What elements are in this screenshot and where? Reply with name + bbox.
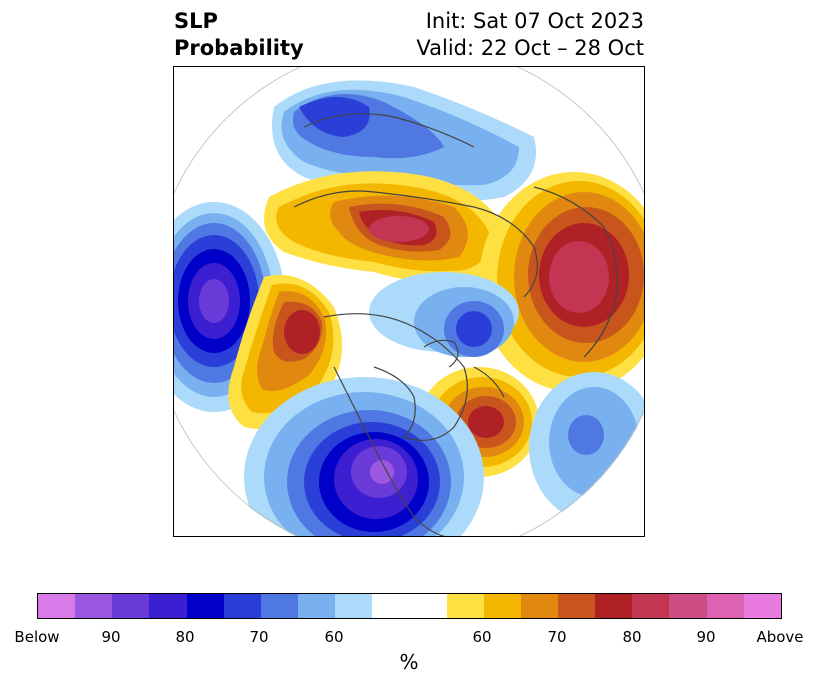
colorbar-segment (669, 594, 707, 618)
colorbar-tick-label: 90 (696, 628, 716, 646)
colorbar-segment (335, 594, 373, 618)
blue-anomaly-north-america (244, 377, 484, 536)
colorbar-segment (743, 594, 781, 618)
blue-anomaly-canada-arctic (369, 272, 519, 357)
init-date: Init: Sat 07 Oct 2023 (425, 9, 644, 33)
colorbar-tick-label: 90 (101, 628, 121, 646)
colorbar-segment (483, 594, 521, 618)
valid-range: Valid: 22 Oct – 28 Oct (416, 36, 644, 60)
colorbar-tick-label: 60 (472, 628, 492, 646)
colorbar-segment (297, 594, 336, 618)
coastlines (293, 113, 618, 536)
colorbar-tick-label: Above (756, 628, 804, 646)
red-anomaly-arctic (264, 171, 508, 284)
colorbar-tick-label: 80 (622, 628, 642, 646)
colorbar-segment (112, 594, 150, 618)
red-anomaly-europe (479, 172, 644, 392)
colorbar-tick-label: 70 (547, 628, 567, 646)
colorbar-segment (520, 594, 558, 618)
colorbar-segment (595, 594, 633, 618)
colorbar-unit-label: % (399, 650, 419, 674)
colorbar-segment (557, 594, 596, 618)
colorbar-segment (186, 594, 224, 618)
colorbar-segment (260, 594, 298, 618)
colorbar-segment (409, 594, 447, 618)
colorbar-segment (75, 594, 113, 618)
probability-map (173, 66, 645, 537)
colorbar-segment (446, 594, 484, 618)
colorbar-segment (223, 594, 261, 618)
chart-title-left: SLP Probability (174, 8, 304, 62)
colorbar-segment (632, 594, 670, 618)
colorbar-segment (372, 594, 410, 618)
chart-title-right: Init: Sat 07 Oct 2023 Valid: 22 Oct – 28… (416, 8, 644, 62)
colorbar-tick-label: 60 (324, 628, 344, 646)
blue-anomaly-siberia (272, 80, 536, 201)
colorbar-tick-label: Below (14, 628, 60, 646)
colorbar-segment (706, 594, 744, 618)
map-canvas (174, 67, 644, 536)
title-quantity: Probability (174, 36, 304, 60)
colorbar-tick-label: 70 (249, 628, 269, 646)
title-variable: SLP (174, 9, 218, 33)
colorbar-segment (38, 594, 76, 618)
colorbar-tick-label: 80 (175, 628, 195, 646)
probability-colorbar (37, 593, 782, 619)
colorbar-segment (149, 594, 187, 618)
